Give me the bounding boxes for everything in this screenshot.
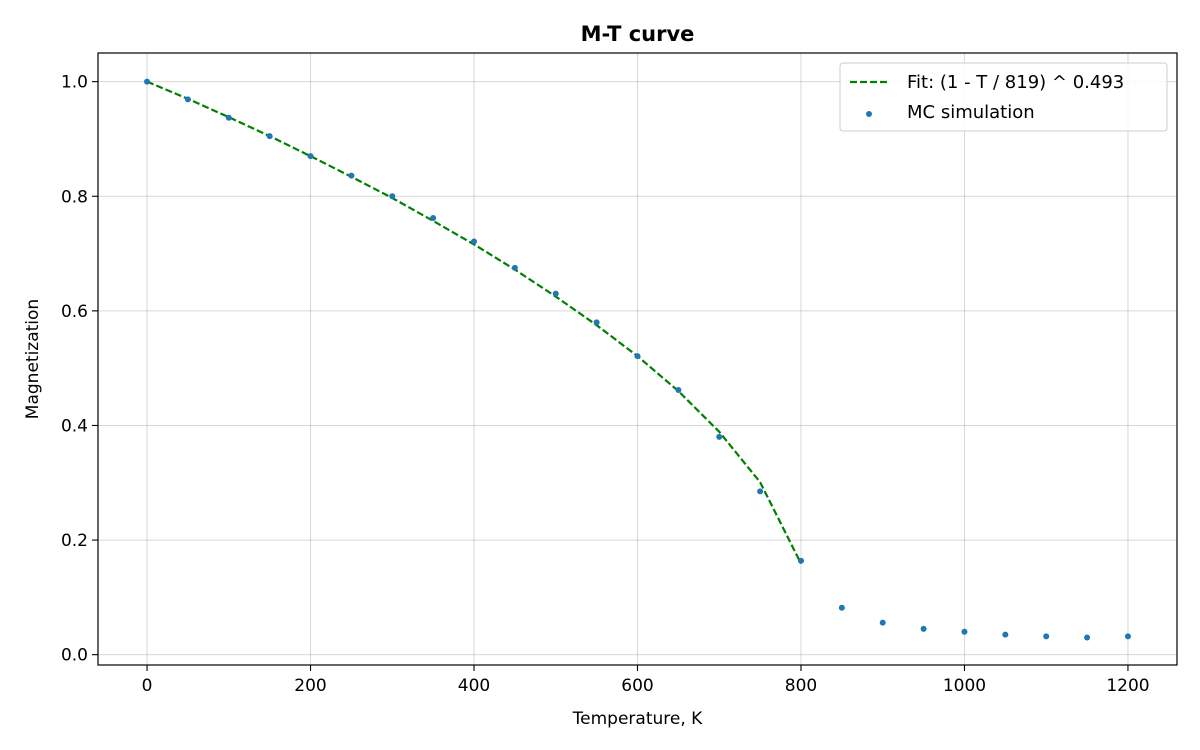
x-tick-label: 600 — [621, 676, 653, 696]
axis-ticks: 0 200 400 600 800 1000 1200 0.0 0.2 0.4 0.6 0.8 1.0 — [61, 73, 1150, 696]
scatter-points-layer — [144, 78, 1131, 641]
legend-mc-marker-swatch — [866, 111, 872, 117]
mc-data-point — [389, 193, 396, 200]
x-tick-label: 0 — [142, 676, 153, 696]
legend: Fit: (1 - T / 819) ^ 0.493 MC simulation — [839, 62, 1168, 132]
mc-data-point — [144, 78, 151, 85]
mc-data-point — [920, 625, 927, 632]
mc-data-point — [675, 386, 682, 393]
mc-data-point — [1002, 631, 1009, 638]
mc-data-point — [593, 319, 600, 326]
mc-data-point — [225, 114, 232, 121]
grid-lines — [98, 53, 1177, 665]
legend-box — [839, 62, 1168, 132]
mc-data-point — [716, 433, 723, 440]
mc-data-point — [1043, 633, 1050, 640]
legend-fit-label: Fit: (1 - T / 819) ^ 0.493 — [907, 72, 1124, 93]
mc-data-point — [634, 353, 641, 360]
mc-data-point — [266, 133, 273, 140]
x-tick-label: 800 — [785, 676, 817, 696]
y-tick-label: 0.6 — [61, 302, 88, 322]
y-tick-label: 0.2 — [61, 531, 88, 551]
mc-data-point — [307, 153, 314, 160]
y-tick-label: 1.0 — [61, 73, 88, 93]
mc-data-point — [348, 172, 355, 179]
x-axis-label: Temperature, K — [572, 709, 703, 729]
x-tick-label: 1200 — [1106, 676, 1149, 696]
chart-title: M-T curve — [581, 22, 695, 46]
mc-data-point — [184, 96, 191, 103]
mc-data-point — [1084, 634, 1091, 641]
y-tick-label: 0.8 — [61, 187, 88, 207]
legend-mc-label: MC simulation — [907, 102, 1035, 123]
y-tick-label: 0.0 — [61, 646, 88, 666]
mc-data-point — [511, 264, 518, 271]
x-tick-label: 1000 — [943, 676, 986, 696]
mc-data-point — [757, 488, 764, 495]
mc-data-point — [797, 557, 804, 564]
x-tick-label: 400 — [458, 676, 490, 696]
mc-data-point — [430, 215, 437, 222]
mc-data-point — [1124, 633, 1131, 640]
y-tick-label: 0.4 — [61, 416, 88, 436]
mc-data-point — [879, 619, 886, 626]
mc-data-point — [471, 238, 478, 245]
mc-data-point — [552, 290, 559, 297]
mc-data-point — [838, 604, 845, 611]
y-axis-label: Magnetization — [23, 299, 43, 419]
mc-data-point — [961, 628, 968, 635]
x-tick-label: 200 — [294, 676, 326, 696]
